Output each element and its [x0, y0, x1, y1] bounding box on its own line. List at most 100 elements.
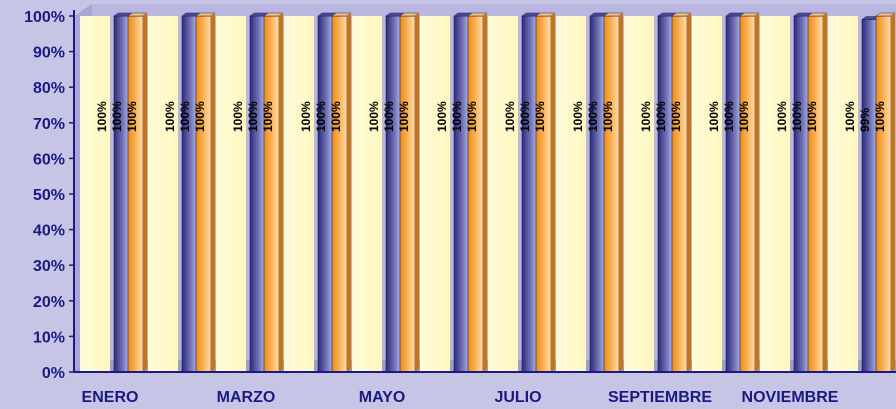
bar-series-2 — [453, 15, 470, 373]
bar-series-2 — [861, 19, 878, 373]
bar-series-group — [80, 12, 896, 373]
data-label: 100% — [329, 101, 343, 132]
bar-series-1 — [828, 16, 858, 372]
bar-series-3 — [807, 15, 824, 373]
y-tick-label: 40% — [33, 223, 65, 240]
bar-series-2 — [181, 15, 198, 373]
y-tick-label: 80% — [33, 80, 65, 97]
data-label: 100% — [193, 101, 207, 132]
data-label: 100% — [299, 101, 313, 132]
bar-series-1 — [556, 16, 586, 372]
data-label: 100% — [737, 101, 751, 132]
bar-series-2 — [113, 15, 130, 373]
data-label: 100% — [533, 101, 547, 132]
data-label: 100% — [125, 101, 139, 132]
bar-series-3-side — [687, 13, 691, 372]
bar-series-3 — [127, 15, 144, 373]
y-tick-label: 60% — [33, 151, 65, 168]
bar-series-3-side — [619, 13, 623, 372]
bar-series-3 — [739, 15, 756, 373]
bar-series-1 — [420, 16, 450, 372]
y-tick-label: 20% — [33, 294, 65, 311]
data-label: 100% — [450, 101, 464, 132]
data-label: 100% — [382, 101, 396, 132]
data-label: 100% — [246, 101, 260, 132]
bar-series-2 — [657, 15, 674, 373]
bar-series-3-side — [891, 13, 895, 372]
data-label: 100% — [95, 101, 109, 132]
bar-series-3 — [467, 15, 484, 373]
data-label: 100% — [654, 101, 668, 132]
data-label: 100% — [873, 101, 887, 132]
bar-series-3 — [195, 15, 212, 373]
bar-series-1 — [352, 16, 382, 372]
x-category-label: SEPTIEMBRE — [608, 389, 712, 406]
bar-series-3 — [535, 15, 552, 373]
data-label: 100% — [601, 101, 615, 132]
data-label: 100% — [843, 101, 857, 132]
bar-series-1 — [284, 16, 314, 372]
x-category-label: NOVIEMBRE — [742, 389, 839, 406]
data-label: 100% — [707, 101, 721, 132]
bar-series-2 — [317, 15, 334, 373]
bar-series-3 — [399, 15, 416, 373]
y-tick-label: 90% — [33, 45, 65, 62]
bar-series-2 — [521, 15, 538, 373]
data-label: 100% — [435, 101, 449, 132]
bar-series-3-side — [415, 13, 419, 372]
y-tick-label: 0% — [42, 365, 65, 382]
data-label: 100% — [586, 101, 600, 132]
data-label: 99% — [858, 108, 872, 132]
bar-series-3-side — [279, 13, 283, 372]
bar-series-3-side — [483, 13, 487, 372]
data-label: 100% — [790, 101, 804, 132]
y-tick-label: 10% — [33, 329, 65, 346]
data-label: 100% — [231, 101, 245, 132]
bar-series-3 — [331, 15, 348, 373]
data-label: 100% — [571, 101, 585, 132]
bar-series-3-side — [347, 13, 351, 372]
bar-series-3 — [263, 15, 280, 373]
data-label: 100% — [397, 101, 411, 132]
x-category-label: ENERO — [82, 389, 139, 406]
data-label: 100% — [669, 101, 683, 132]
bar-series-3-side — [211, 13, 215, 372]
x-category-label: JULIO — [494, 389, 541, 406]
bar-series-1 — [216, 16, 246, 372]
bar-series-3-side — [143, 13, 147, 372]
data-label: 100% — [639, 101, 653, 132]
bar-series-2 — [249, 15, 266, 373]
bar-series-2 — [589, 15, 606, 373]
data-label: 100% — [367, 101, 381, 132]
bar-series-3 — [603, 15, 620, 373]
data-label: 100% — [261, 101, 275, 132]
data-labels-group: 100% 100% 100% 100% 100% 100% 100% 100% 100% 100%… — [95, 101, 887, 132]
axes: 0% 10% 20% 30% 40% 50% 60% 70% 80% 90% 100% ENERO MA… — [24, 9, 896, 406]
bar-series-3 — [875, 15, 892, 373]
data-label: 100% — [314, 101, 328, 132]
bar-series-1 — [624, 16, 654, 372]
bar-series-1 — [488, 16, 518, 372]
x-category-label: MAYO — [359, 389, 406, 406]
data-label: 100% — [110, 101, 124, 132]
data-label: 100% — [163, 101, 177, 132]
bar-series-3-side — [551, 13, 555, 372]
bar-series-3-side — [823, 13, 827, 372]
data-label: 100% — [775, 101, 789, 132]
bar-series-1 — [760, 16, 790, 372]
data-label: 100% — [503, 101, 517, 132]
data-label: 100% — [465, 101, 479, 132]
data-label: 100% — [722, 101, 736, 132]
x-category-label: MARZO — [217, 389, 276, 406]
y-tick-label: 70% — [33, 116, 65, 133]
y-tick-label: 100% — [24, 9, 65, 26]
bar-series-2 — [793, 15, 810, 373]
bar-series-1 — [148, 16, 178, 372]
y-tick-label: 50% — [33, 187, 65, 204]
bar-series-2 — [385, 15, 402, 373]
bar-series-2 — [725, 15, 742, 373]
bar-series-3 — [671, 15, 688, 373]
data-label: 100% — [178, 101, 192, 132]
data-label: 100% — [518, 101, 532, 132]
